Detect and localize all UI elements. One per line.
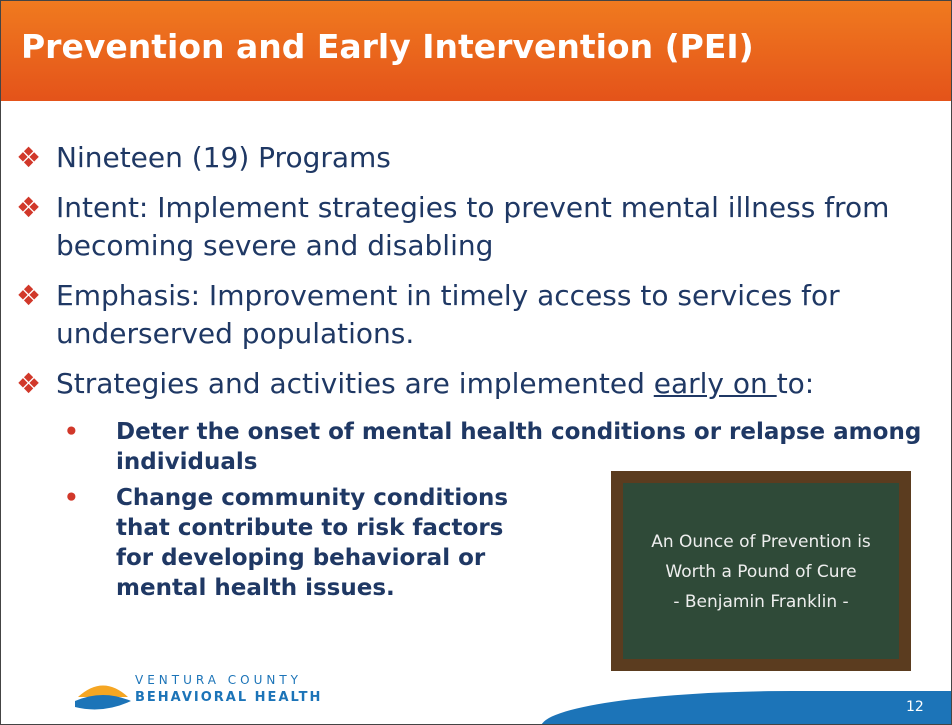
bullet: ❖ Emphasis: Improvement in timely access … <box>16 279 840 350</box>
page-number: 12 <box>906 699 924 715</box>
bullet: ❖ Nineteen (19) Programs <box>16 141 391 174</box>
bullet: ❖ Intent: Implement strategies to prevent… <box>16 191 890 262</box>
chalkboard: An Ounce of Prevention is Worth a Pound … <box>611 471 911 671</box>
logo-text: VENTURA COUNTY <box>135 673 302 687</box>
bullet-text: Strategies and activities are implemente… <box>56 367 654 400</box>
sub-bullet-text: Deter the onset of mental health conditi… <box>116 419 922 475</box>
chalk-line: An Ounce of Prevention is <box>651 532 871 552</box>
underlined-text: early on <box>653 367 777 400</box>
sub-bullet-text: Change community conditions that contrib… <box>116 485 509 601</box>
bullet: ❖ Strategies and activities are implement… <box>16 367 815 400</box>
bullet-text: Nineteen (19) Programs <box>56 141 391 174</box>
logo-text: BEHAVIORAL HEALTH <box>135 690 323 705</box>
footer-wave <box>541 691 951 724</box>
logo-icon <box>75 685 131 710</box>
sub-bullet: • Change community conditions that contri… <box>64 485 509 601</box>
header: Prevention and Early Intervention (PEI) <box>1 1 951 101</box>
bullet-text: Intent: Implement strategies to prevent … <box>56 191 890 262</box>
bullet-text: to: <box>776 367 815 400</box>
chalk-line: Worth a Pound of Cure <box>665 562 857 582</box>
sub-bullet: • Deter the onset of mental health condit… <box>64 419 922 475</box>
bullet-text: Emphasis: Improvement in timely access t… <box>56 279 840 350</box>
chalk-line: - Benjamin Franklin - <box>673 592 849 612</box>
title: Prevention and Early Intervention (PEI) <box>21 27 754 66</box>
